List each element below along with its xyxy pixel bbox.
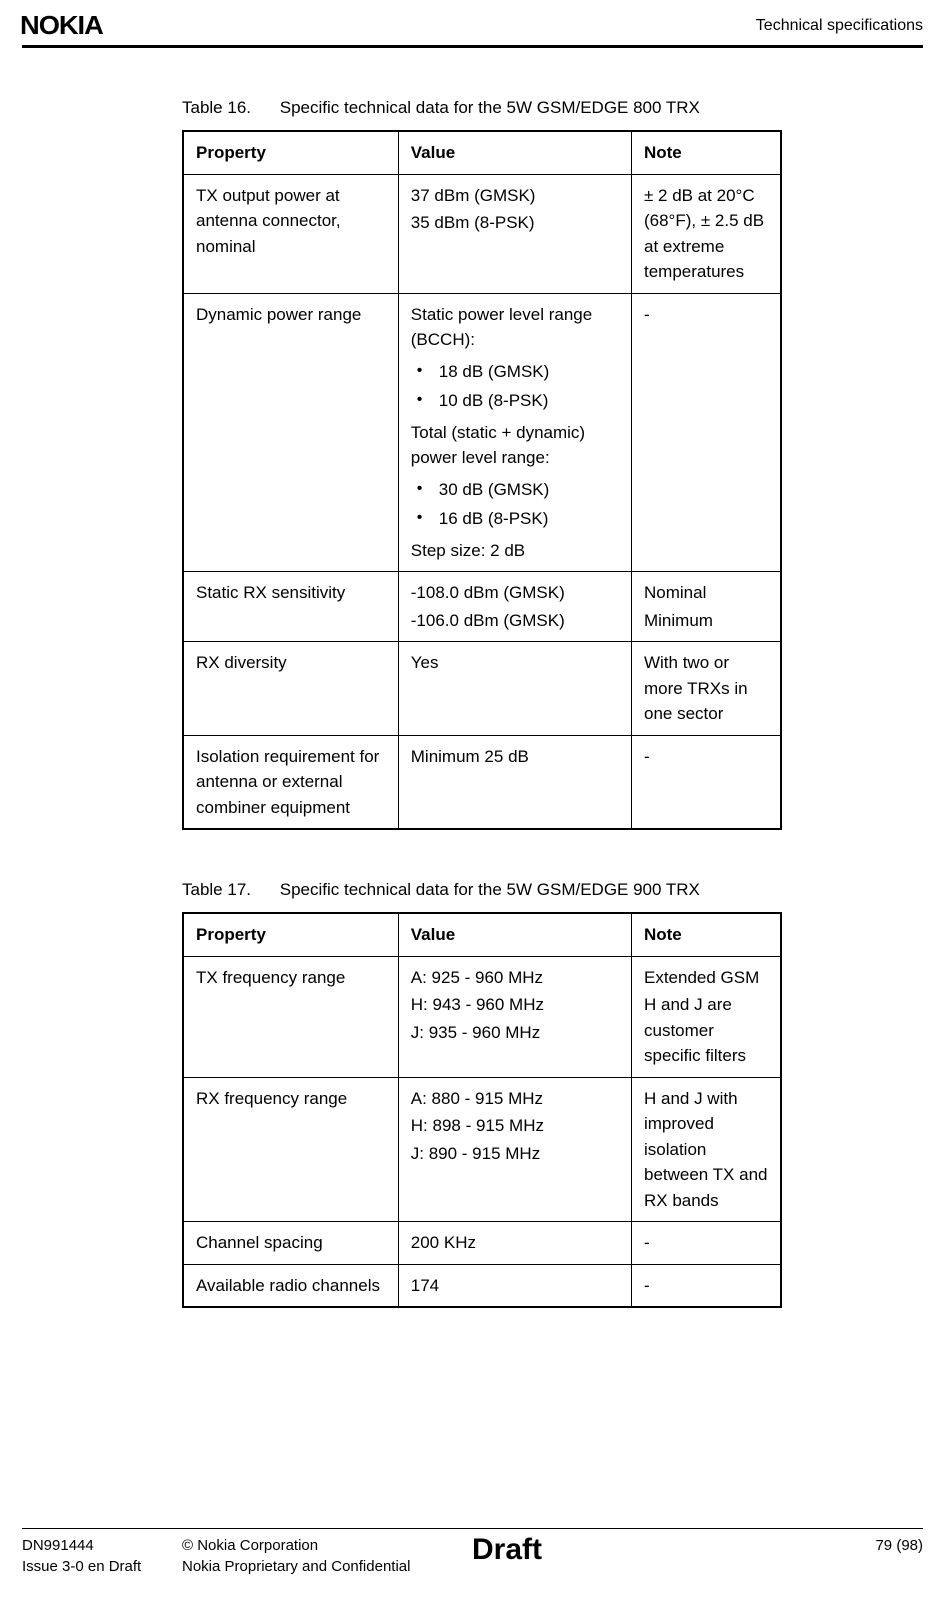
copyright: © Nokia Corporation [182, 1535, 462, 1556]
table-row: TX frequency range A: 925 - 960 MHz H: 9… [183, 956, 781, 1077]
section-title: Technical specifications [756, 17, 923, 35]
cell-property: TX output power at antenna connector, no… [183, 174, 398, 293]
cell-value: -108.0 dBm (GMSK) -106.0 dBm (GMSK) [398, 572, 631, 642]
cell-property: Static RX sensitivity [183, 572, 398, 642]
cell-property: RX diversity [183, 642, 398, 736]
cell-value: 37 dBm (GMSK) 35 dBm (8-PSK) [398, 174, 631, 293]
cell-value: A: 925 - 960 MHz H: 943 - 960 MHz J: 935… [398, 956, 631, 1077]
confidential-line: Nokia Proprietary and Confidential [182, 1556, 462, 1577]
table-row: Available radio channels 174 - [183, 1264, 781, 1307]
value-line: -108.0 dBm (GMSK) [411, 580, 619, 606]
cell-note: With two or more TRXs in one sector [631, 642, 781, 736]
col-property: Property [183, 131, 398, 174]
bullet-item: 16 dB (8-PSK) [411, 506, 619, 532]
footer-rule [22, 1528, 923, 1529]
value-line: J: 890 - 915 MHz [411, 1141, 619, 1167]
cell-note: Extended GSM H and J are customer specif… [631, 956, 781, 1077]
table-row: Channel spacing 200 KHz - [183, 1222, 781, 1265]
cell-note: Nominal Minimum [631, 572, 781, 642]
cell-property: Dynamic power range [183, 293, 398, 572]
doc-id: DN991444 [22, 1535, 182, 1556]
value-text: Step size: 2 dB [411, 538, 619, 564]
page-footer: DN991444 Issue 3-0 en Draft © Nokia Corp… [0, 1528, 945, 1577]
col-value: Value [398, 131, 631, 174]
cell-property: Available radio channels [183, 1264, 398, 1307]
table-row: RX diversity Yes With two or more TRXs i… [183, 642, 781, 736]
value-line: 37 dBm (GMSK) [411, 183, 619, 209]
value-line: H: 898 - 915 MHz [411, 1113, 619, 1139]
value-line: J: 935 - 960 MHz [411, 1020, 619, 1046]
cell-note: ± 2 dB at 20°C (68°F), ± 2.5 dB at extre… [631, 174, 781, 293]
cell-value: 174 [398, 1264, 631, 1307]
cell-note: - [631, 1222, 781, 1265]
cell-value: Minimum 25 dB [398, 735, 631, 829]
table16: Property Value Note TX output power at a… [182, 130, 782, 830]
cell-property: Channel spacing [183, 1222, 398, 1265]
table17-title: Specific technical data for the 5W GSM/E… [280, 880, 700, 899]
value-line: A: 880 - 915 MHz [411, 1086, 619, 1112]
note-line: Extended GSM [644, 965, 768, 991]
value-line: 35 dBm (8-PSK) [411, 210, 619, 236]
note-line: Nominal [644, 580, 768, 606]
note-line: H and J are customer specific filters [644, 992, 768, 1069]
cell-property: Isolation requirement for antenna or ext… [183, 735, 398, 829]
cell-note: - [631, 735, 781, 829]
table-row: Static RX sensitivity -108.0 dBm (GMSK) … [183, 572, 781, 642]
value-line: -106.0 dBm (GMSK) [411, 608, 619, 634]
issue-line: Issue 3-0 en Draft [22, 1556, 182, 1577]
cell-value: Static power level range (BCCH): 18 dB (… [398, 293, 631, 572]
cell-note: - [631, 293, 781, 572]
table16-number: Table 16. [182, 98, 251, 118]
bullet-item: 30 dB (GMSK) [411, 477, 619, 503]
note-line: Minimum [644, 608, 768, 634]
table16-title: Specific technical data for the 5W GSM/E… [280, 98, 700, 117]
brand-logo: NOKIA [20, 10, 103, 41]
value-line: H: 943 - 960 MHz [411, 992, 619, 1018]
draft-watermark: Draft [462, 1535, 843, 1565]
cell-property: TX frequency range [183, 956, 398, 1077]
col-note: Note [631, 913, 781, 956]
table-row: Isolation requirement for antenna or ext… [183, 735, 781, 829]
table16-caption: Table 16. Specific technical data for th… [182, 98, 782, 118]
cell-value: 200 KHz [398, 1222, 631, 1265]
col-property: Property [183, 913, 398, 956]
table-row: Dynamic power range Static power level r… [183, 293, 781, 572]
value-text: Static power level range (BCCH): [411, 302, 619, 353]
cell-property: RX frequency range [183, 1077, 398, 1222]
cell-note: - [631, 1264, 781, 1307]
cell-value: Yes [398, 642, 631, 736]
bullet-item: 10 dB (8-PSK) [411, 388, 619, 414]
cell-value: A: 880 - 915 MHz H: 898 - 915 MHz J: 890… [398, 1077, 631, 1222]
page-number: 79 (98) [843, 1535, 923, 1556]
table17-caption: Table 17. Specific technical data for th… [182, 880, 782, 900]
cell-note: H and J with improved isolation between … [631, 1077, 781, 1222]
col-note: Note [631, 131, 781, 174]
bullet-item: 18 dB (GMSK) [411, 359, 619, 385]
value-text: Total (static + dynamic) power level ran… [411, 420, 619, 471]
table-header-row: Property Value Note [183, 131, 781, 174]
table-row: TX output power at antenna connector, no… [183, 174, 781, 293]
table-row: RX frequency range A: 880 - 915 MHz H: 8… [183, 1077, 781, 1222]
table-header-row: Property Value Note [183, 913, 781, 956]
value-line: A: 925 - 960 MHz [411, 965, 619, 991]
table17-number: Table 17. [182, 880, 251, 900]
col-value: Value [398, 913, 631, 956]
table17: Property Value Note TX frequency range A… [182, 912, 782, 1308]
